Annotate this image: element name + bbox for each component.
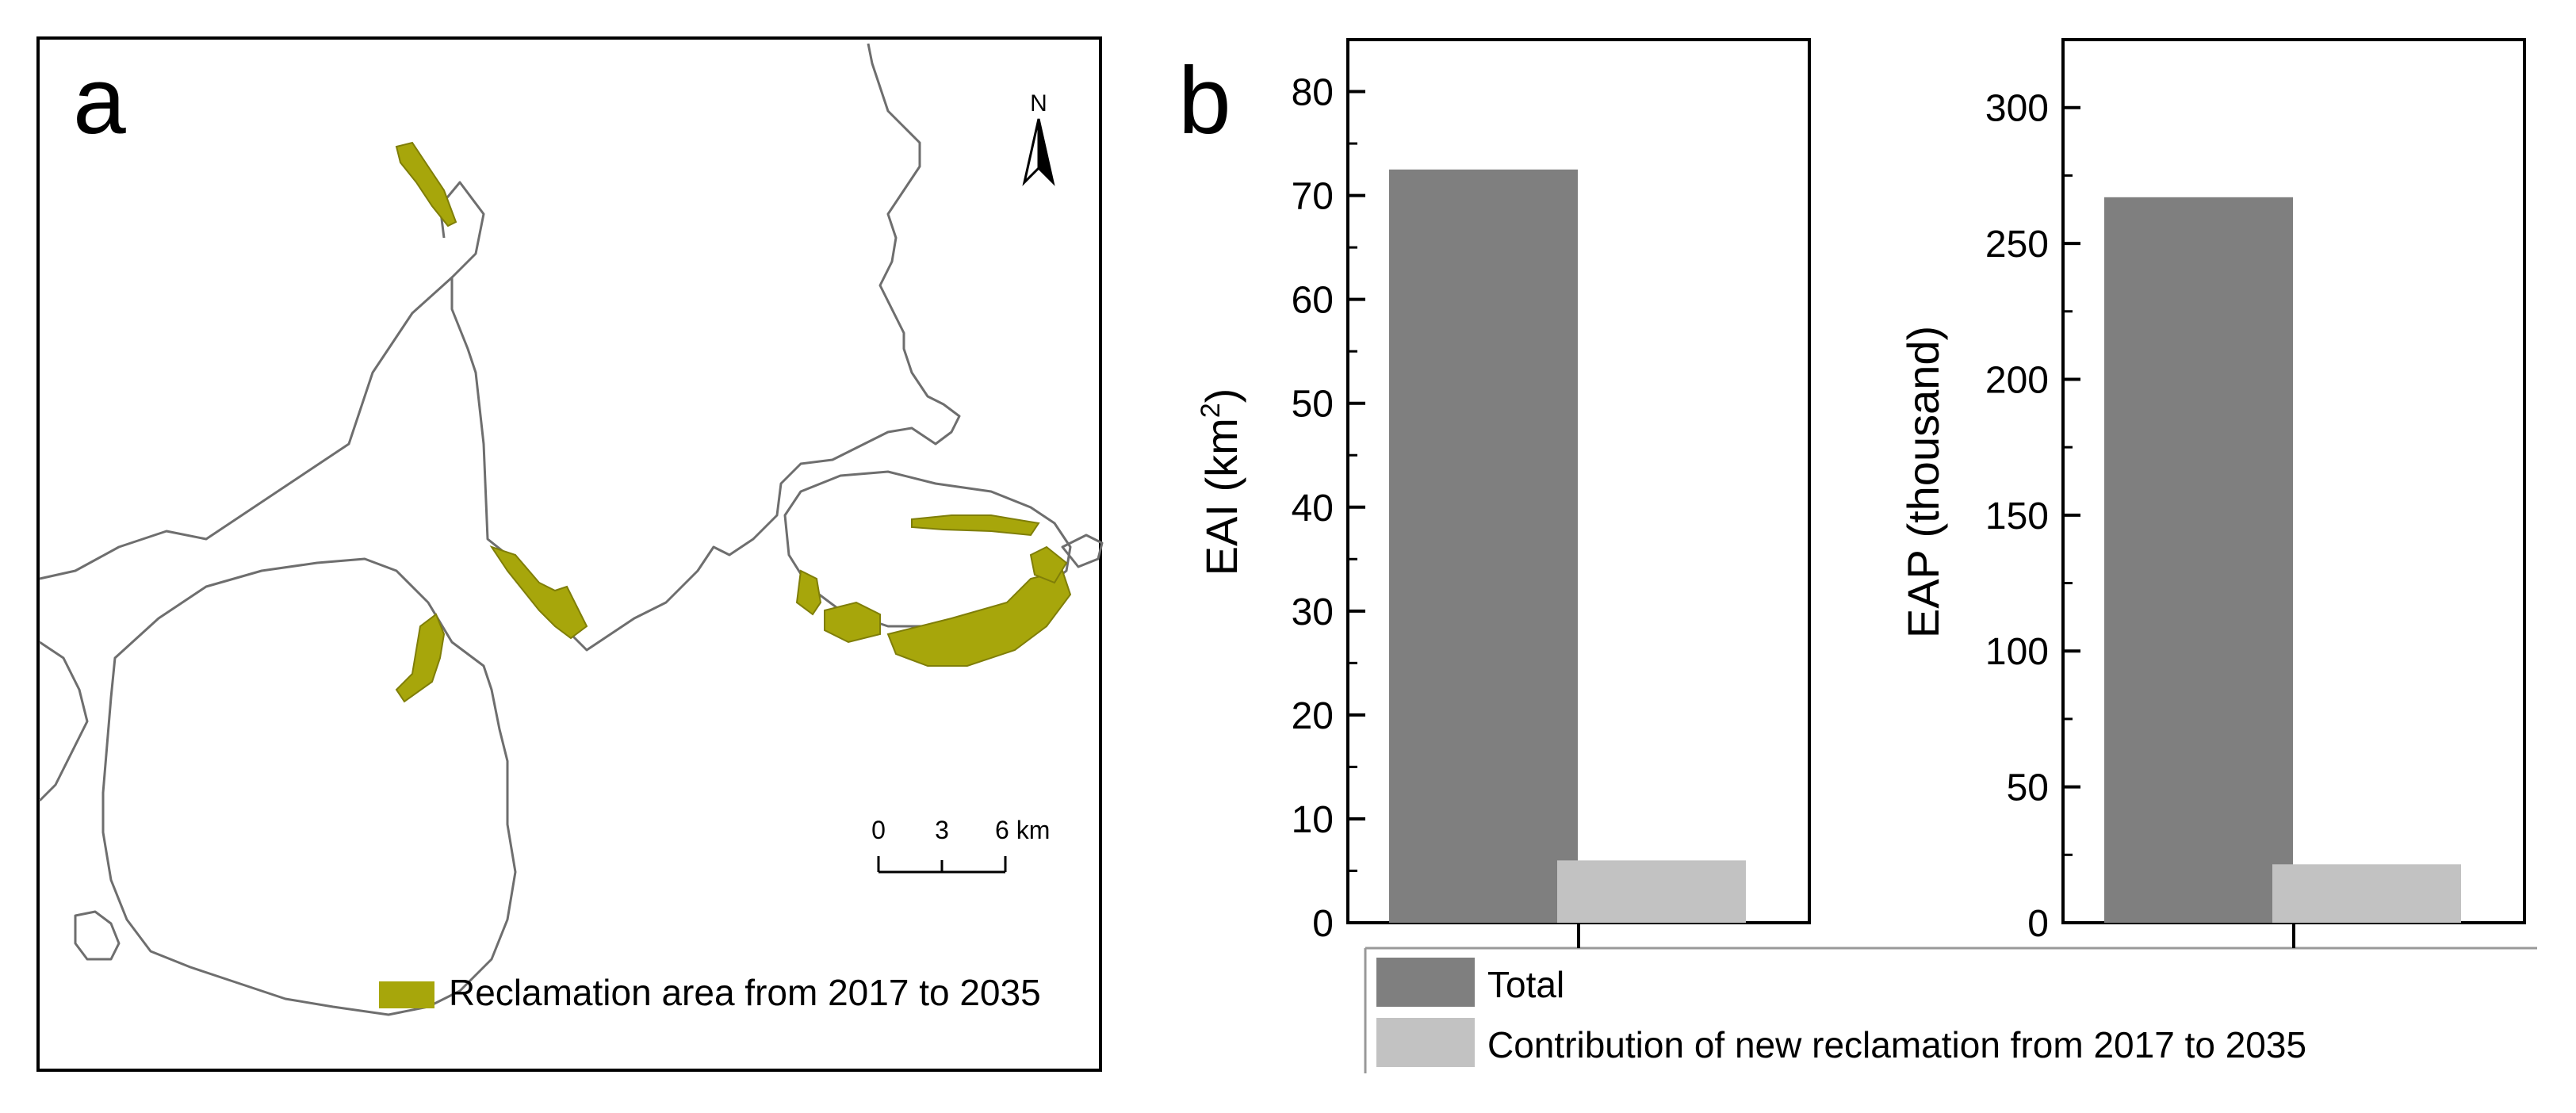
north-arrow-icon: N xyxy=(1022,90,1055,186)
scale-bar-icon: 0 3 6 km xyxy=(871,816,1050,874)
chart-0-ytick-label-0: 0 xyxy=(1312,903,1334,945)
chart-1-ytick-label-1: 50 xyxy=(2007,767,2049,809)
chart-0-bar-0 xyxy=(1389,169,1578,923)
scale-tick-6km: 6 km xyxy=(995,816,1050,844)
scale-tick-0: 0 xyxy=(871,816,886,844)
chart-eai-y-label-sup: 2 xyxy=(1196,403,1226,418)
chart-0-ytick-label-2: 20 xyxy=(1292,695,1334,737)
chart-1-bar-0 xyxy=(2104,197,2293,923)
panel-a-label: a xyxy=(73,48,126,154)
reclamation-east-2 xyxy=(824,601,881,644)
panel-b-charts: b 0 10 20 30 40 50 60 70 80 EAI (km2) 0 50 100 150 2… xyxy=(1178,38,2537,1073)
reclamation-island-west xyxy=(395,613,446,703)
reclamation-coast-mid xyxy=(489,545,588,640)
chart-0-ytick-label-7: 70 xyxy=(1292,176,1334,218)
chart-0-ytick-label-1: 10 xyxy=(1292,799,1334,841)
chart-1-ytick-label-5: 250 xyxy=(1985,224,2049,266)
panel-a-map: a xyxy=(36,36,1104,1072)
panel-b-label: b xyxy=(1178,48,1231,154)
chart-legend: Total Contribution of new reclamation fr… xyxy=(1364,948,2306,1073)
reclamation-east-top xyxy=(911,514,1040,537)
north-label: N xyxy=(1030,90,1047,117)
chart-eap-bars xyxy=(2104,197,2461,923)
legend-label-contribution: Contribution of new reclamation from 201… xyxy=(1487,1024,2306,1065)
reclamation-east-right xyxy=(1029,545,1068,584)
chart-1-ytick-label-3: 150 xyxy=(1985,495,2049,537)
scale-tick-3: 3 xyxy=(935,816,949,844)
chart-eai-y-label-main: EAI (km xyxy=(1196,418,1246,576)
reclamation-north xyxy=(395,141,457,228)
legend-swatch-contribution xyxy=(1376,1018,1475,1067)
reclamation-east-1 xyxy=(795,569,822,616)
chart-eap-y-label: EAP (thousand) xyxy=(1898,326,1948,638)
chart-1-ytick-label-6: 300 xyxy=(1985,88,2049,130)
coastline-islet-east xyxy=(1061,534,1104,568)
chart-1-ytick-label-2: 100 xyxy=(1985,631,2049,673)
coastline-island-south xyxy=(101,557,517,1016)
legend-label-total: Total xyxy=(1487,964,1564,1005)
chart-eai-y-axis: 0 10 20 30 40 50 60 70 80 xyxy=(1292,72,1365,945)
chart-1-bar-1 xyxy=(2272,864,2461,923)
chart-0-ytick-label-6: 60 xyxy=(1292,280,1334,322)
reclamation-east-3 xyxy=(886,569,1072,667)
chart-0-ytick-label-5: 50 xyxy=(1292,384,1334,426)
chart-1-ytick-label-4: 200 xyxy=(1985,359,2049,401)
legend-label-reclamation: Reclamation area from 2017 to 2035 xyxy=(449,972,1041,1013)
legend-swatch-total xyxy=(1376,958,1475,1007)
chart-eai: 0 10 20 30 40 50 60 70 80 EAI (km2) xyxy=(1196,38,1811,945)
chart-0-ytick-label-4: 40 xyxy=(1292,488,1334,530)
chart-eai-y-label: EAI (km2) xyxy=(1196,388,1246,576)
chart-eai-y-label-end: ) xyxy=(1196,388,1246,404)
chart-0-bar-1 xyxy=(1557,860,1746,923)
coastline-islet xyxy=(74,910,121,961)
chart-eap: 0 50 100 150 200 250 300 EAP (thousand) xyxy=(1898,38,2526,945)
coastlines xyxy=(38,43,1104,1016)
chart-eai-bars xyxy=(1389,169,1746,923)
chart-eap-y-axis: 0 50 100 150 200 250 300 xyxy=(1985,88,2080,945)
map-frame xyxy=(36,36,1102,1072)
map-legend: Reclamation area from 2017 to 2035 xyxy=(379,972,1041,1013)
chart-0-ytick-label-3: 30 xyxy=(1292,591,1334,633)
legend-swatch-reclamation xyxy=(379,981,434,1008)
coastline-north xyxy=(39,43,961,652)
coastline-west xyxy=(38,641,89,802)
reclamation-areas xyxy=(395,141,1072,703)
chart-0-ytick-label-8: 80 xyxy=(1292,72,1334,114)
chart-1-ytick-label-0: 0 xyxy=(2027,903,2049,945)
